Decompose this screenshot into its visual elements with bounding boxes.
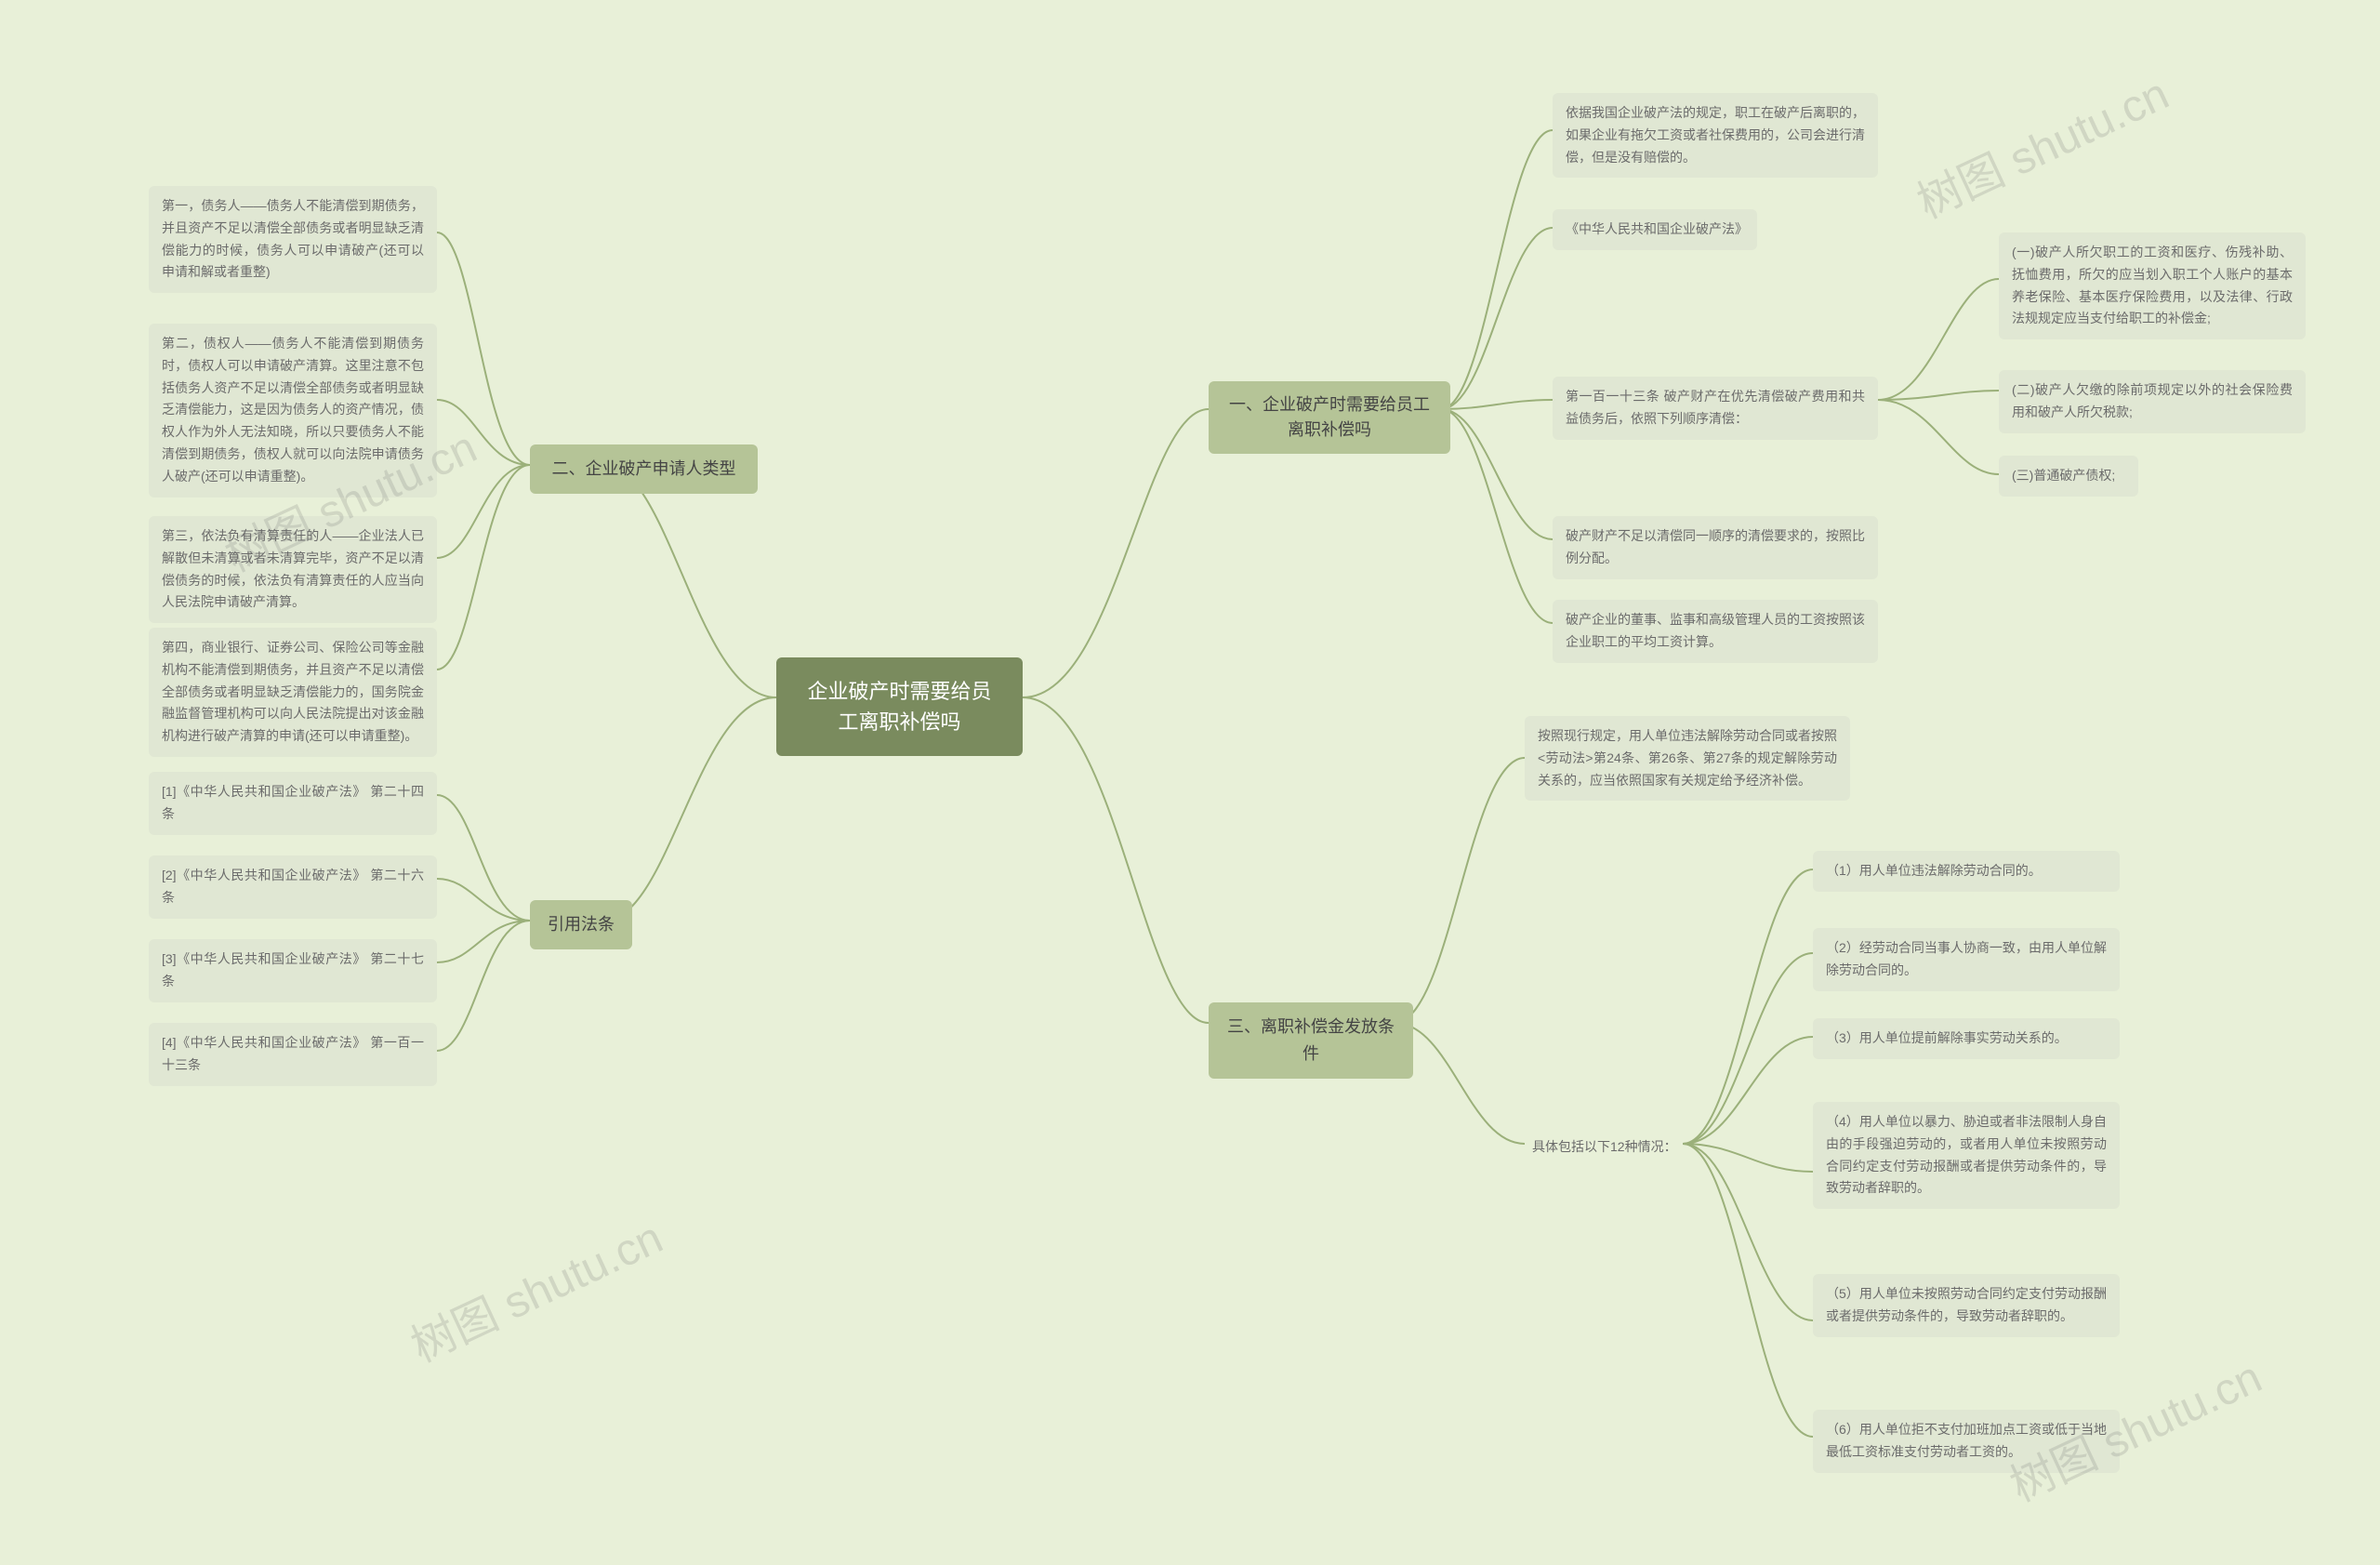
leaf-right-1-0: 按照现行规定，用人单位违法解除劳动合同或者按照<劳动法>第24条、第26条、第2… <box>1525 716 1850 801</box>
leaf-right-0-2-2: (三)普通破产债权; <box>1999 456 2138 497</box>
leaf-left-0-1: 第二，债权人——债务人不能清偿到期债务时，债权人可以申请破产清算。这里注意不包括… <box>149 324 437 497</box>
leaf-right-0-0-text: 依据我国企业破产法的规定，职工在破产后离职的，如果企业有拖欠工资或者社保费用的，… <box>1566 105 1865 165</box>
leaf-right-1-1-3-text: （4）用人单位以暴力、胁迫或者非法限制人身自由的手段强迫劳动的，或者用人单位未按… <box>1826 1114 2107 1195</box>
mindmap-root: 企业破产时需要给员工离职补偿吗 <box>776 657 1023 756</box>
leaf-right-0-2: 第一百一十三条 破产财产在优先清偿破产费用和共益债务后，依照下列顺序清偿： <box>1553 377 1878 440</box>
level1-left-1-title: 引用法条 <box>548 915 615 934</box>
leaf-left-1-1: [2]《中华人民共和国企业破产法》 第二十六条 <box>149 855 437 919</box>
leaf-right-1-1-4-text: （5）用人单位未按照劳动合同约定支付劳动报酬或者提供劳动条件的，导致劳动者辞职的… <box>1826 1286 2107 1323</box>
leaf-left-1-0-text: [1]《中华人民共和国企业破产法》 第二十四条 <box>162 784 424 821</box>
leaf-left-0-3-text: 第四，商业银行、证券公司、保险公司等金融机构不能清偿到期债务，并且资产不足以清偿… <box>162 640 424 743</box>
leaf-right-1-1-2: （3）用人单位提前解除事实劳动关系的。 <box>1813 1018 2120 1059</box>
level1-left-0: 二、企业破产申请人类型 <box>530 444 758 494</box>
root-text: 企业破产时需要给员工离职补偿吗 <box>807 680 991 734</box>
leaf-left-1-1-text: [2]《中华人民共和国企业破产法》 第二十六条 <box>162 868 424 905</box>
leaf-right-0-2-0: (一)破产人所欠职工的工资和医疗、伤残补助、抚恤费用，所欠的应当划入职工个人账户… <box>1999 232 2306 339</box>
leaf-left-0-3: 第四，商业银行、证券公司、保险公司等金融机构不能清偿到期债务，并且资产不足以清偿… <box>149 628 437 757</box>
leaf-right-0-0: 依据我国企业破产法的规定，职工在破产后离职的，如果企业有拖欠工资或者社保费用的，… <box>1553 93 1878 178</box>
leaf-right-1-1-0: （1）用人单位违法解除劳动合同的。 <box>1813 851 2120 892</box>
leaf-left-0-2: 第三，依法负有清算责任的人——企业法人已解散但未清算或者未清算完毕，资产不足以清… <box>149 516 437 623</box>
leaf-right-0-2-1-text: (二)破产人欠缴的除前项规定以外的社会保险费用和破产人所欠税款; <box>2012 382 2293 419</box>
level1-left-0-title: 二、企业破产申请人类型 <box>552 459 736 478</box>
leaf-right-1-1-5-text: （6）用人单位拒不支付加班加点工资或低于当地最低工资标准支付劳动者工资的。 <box>1826 1422 2107 1459</box>
leaf-right-1-1-1-text: （2）经劳动合同当事人协商一致，由用人单位解除劳动合同的。 <box>1826 940 2107 977</box>
leaf-left-1-0: [1]《中华人民共和国企业破产法》 第二十四条 <box>149 772 437 835</box>
level1-right-1-title: 三、离职补偿金发放条件 <box>1227 1017 1395 1063</box>
watermark-2: 树图 shutu.cn <box>399 1201 671 1374</box>
leaf-right-1-1-text: 具体包括以下12种情况： <box>1532 1139 1677 1154</box>
leaf-right-0-4: 破产企业的董事、监事和高级管理人员的工资按照该企业职工的平均工资计算。 <box>1553 600 1878 663</box>
leaf-right-1-0-text: 按照现行规定，用人单位违法解除劳动合同或者按照<劳动法>第24条、第26条、第2… <box>1538 728 1837 788</box>
leaf-left-1-2: [3]《中华人民共和国企业破产法》 第二十七条 <box>149 939 437 1002</box>
leaf-right-0-4-text: 破产企业的董事、监事和高级管理人员的工资按照该企业职工的平均工资计算。 <box>1566 612 1865 649</box>
leaf-right-1-1-0-text: （1）用人单位违法解除劳动合同的。 <box>1826 863 2042 878</box>
level1-right-1: 三、离职补偿金发放条件 <box>1209 1002 1413 1079</box>
leaf-left-1-3-text: [4]《中华人民共和国企业破产法》 第一百一十三条 <box>162 1035 424 1072</box>
leaf-right-1-1: 具体包括以下12种情况： <box>1525 1133 1692 1160</box>
leaf-right-1-1-4: （5）用人单位未按照劳动合同约定支付劳动报酬或者提供劳动条件的，导致劳动者辞职的… <box>1813 1274 2120 1337</box>
leaf-right-0-3-text: 破产财产不足以清偿同一顺序的清偿要求的，按照比例分配。 <box>1566 528 1865 565</box>
level1-right-0: 一、企业破产时需要给员工离职补偿吗 <box>1209 381 1450 454</box>
leaf-left-0-0: 第一，债务人——债务人不能清偿到期债务，并且资产不足以清偿全部债务或者明显缺乏清… <box>149 186 437 293</box>
leaf-right-0-2-1: (二)破产人欠缴的除前项规定以外的社会保险费用和破产人所欠税款; <box>1999 370 2306 433</box>
leaf-right-0-2-text: 第一百一十三条 破产财产在优先清偿破产费用和共益债务后，依照下列顺序清偿： <box>1566 389 1865 426</box>
leaf-right-0-1-text: 《中华人民共和国企业破产法》 <box>1566 221 1748 236</box>
leaf-right-0-2-2-text: (三)普通破产债权; <box>2012 468 2115 483</box>
watermark-1: 树图 shutu.cn <box>1905 58 2177 231</box>
leaf-right-0-3: 破产财产不足以清偿同一顺序的清偿要求的，按照比例分配。 <box>1553 516 1878 579</box>
leaf-left-0-1-text: 第二，债权人——债务人不能清偿到期债务时，债权人可以申请破产清算。这里注意不包括… <box>162 336 424 484</box>
leaf-right-1-1-1: （2）经劳动合同当事人协商一致，由用人单位解除劳动合同的。 <box>1813 928 2120 991</box>
leaf-left-1-2-text: [3]《中华人民共和国企业破产法》 第二十七条 <box>162 951 424 988</box>
level1-right-0-title: 一、企业破产时需要给员工离职补偿吗 <box>1229 395 1430 439</box>
leaf-right-1-1-5: （6）用人单位拒不支付加班加点工资或低于当地最低工资标准支付劳动者工资的。 <box>1813 1410 2120 1473</box>
leaf-right-0-1: 《中华人民共和国企业破产法》 <box>1553 209 1757 250</box>
level1-left-1: 引用法条 <box>530 900 632 949</box>
leaf-right-1-1-2-text: （3）用人单位提前解除事实劳动关系的。 <box>1826 1030 2068 1045</box>
leaf-right-0-2-0-text: (一)破产人所欠职工的工资和医疗、伤残补助、抚恤费用，所欠的应当划入职工个人账户… <box>2012 245 2293 325</box>
leaf-left-1-3: [4]《中华人民共和国企业破产法》 第一百一十三条 <box>149 1023 437 1086</box>
leaf-right-1-1-3: （4）用人单位以暴力、胁迫或者非法限制人身自由的手段强迫劳动的，或者用人单位未按… <box>1813 1102 2120 1209</box>
leaf-left-0-0-text: 第一，债务人——债务人不能清偿到期债务，并且资产不足以清偿全部债务或者明显缺乏清… <box>162 198 424 279</box>
leaf-left-0-2-text: 第三，依法负有清算责任的人——企业法人已解散但未清算或者未清算完毕，资产不足以清… <box>162 528 424 609</box>
